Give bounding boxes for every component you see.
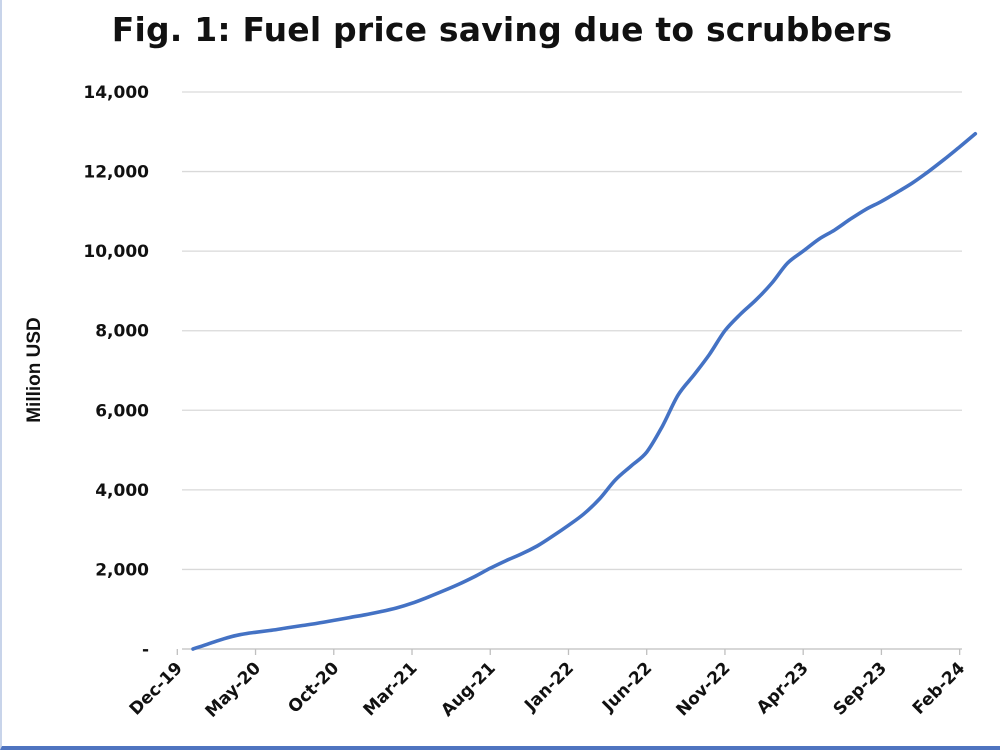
y-tick-label: 4,000 [95, 481, 149, 501]
gridlines [182, 91, 962, 571]
chart-title: Fig. 1: Fuel price saving due to scrubbe… [111, 10, 893, 49]
y-tick-label: 2,000 [95, 560, 149, 580]
y-axis-label: Million USD [24, 317, 45, 423]
x-tick-label: Oct-20 [284, 658, 343, 717]
y-tick-label: 14,000 [83, 83, 149, 103]
x-tick-label: May-20 [202, 658, 266, 722]
x-tick-label: Nov-22 [672, 658, 734, 720]
x-tick-label: Apr-23 [753, 658, 813, 718]
y-tick-label: 6,000 [95, 401, 149, 421]
x-tick-label: Jan-22 [520, 658, 578, 716]
y-axis: - 2,000 4,000 6,000 8,000 10,000 12,000 14,000 [83, 83, 149, 660]
series-line [191, 132, 978, 651]
y-tick-label: - [142, 640, 149, 660]
x-tick-label: Mar-21 [360, 658, 422, 720]
x-tick-label: Feb-24 [909, 658, 969, 718]
x-tick-label: Aug-21 [437, 658, 499, 720]
series-group [191, 132, 978, 651]
x-tick-label: Sep-23 [830, 658, 891, 719]
x-tick-label: Dec-19 [126, 658, 187, 719]
y-tick-label: 12,000 [83, 163, 149, 183]
y-tick-label: 8,000 [95, 322, 149, 342]
x-axis: Dec-19 May-20 Oct-20 Mar-21 Aug-21 Jan-22 Jun-… [126, 648, 969, 722]
x-tick-label: Jun-22 [598, 658, 656, 716]
y-tick-label: 10,000 [83, 242, 149, 262]
